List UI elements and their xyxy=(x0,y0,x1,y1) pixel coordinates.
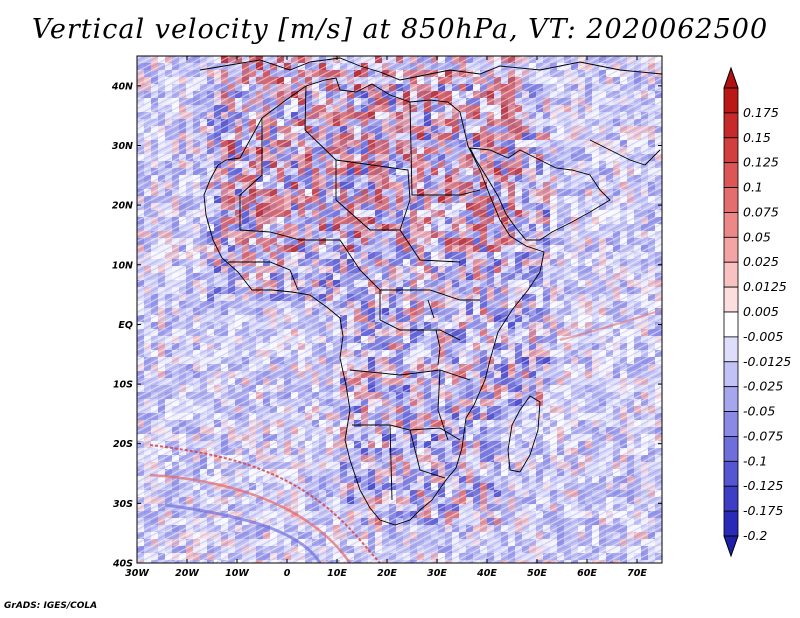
velocity-field xyxy=(137,56,662,563)
map-title: Vertical velocity [m/s] at 850hPa, VT: 2… xyxy=(31,14,769,45)
